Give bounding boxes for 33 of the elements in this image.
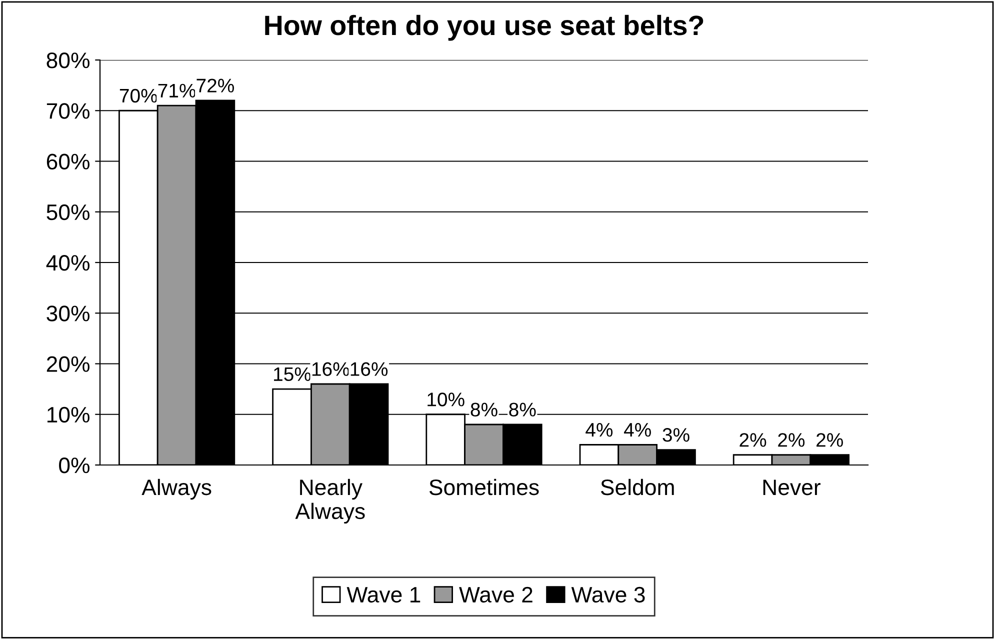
y-tick-label: 20%: [46, 356, 90, 372]
y-tick-label: 30%: [46, 306, 90, 322]
legend-label: Wave 2: [459, 586, 532, 603]
legend-label: Wave 3: [571, 586, 645, 603]
x-tick-label: Seldom: [600, 478, 674, 496]
data-label: 16%: [350, 362, 388, 376]
data-label: 4%: [586, 423, 613, 437]
data-label: 2%: [740, 433, 766, 447]
x-tick-label: Always: [142, 478, 212, 500]
data-label: 2%: [778, 433, 805, 447]
data-label: 15%: [274, 367, 311, 382]
y-tick-label: 80%: [46, 52, 90, 68]
data-label: 2%: [816, 433, 843, 447]
data-label: 3%: [662, 428, 690, 442]
y-tick-label: 60%: [46, 154, 90, 170]
data-label: 8%: [470, 402, 498, 416]
chart-title: How often do you use seat belts?: [265, 14, 704, 41]
data-label: 70%: [120, 88, 158, 103]
data-label: 4%: [624, 423, 651, 437]
data-label: 72%: [196, 78, 234, 92]
x-tick-label: Sometimes: [429, 478, 539, 496]
legend-label: Wave 1: [346, 587, 420, 603]
y-tick-label: 70%: [46, 103, 90, 119]
y-tick-label: 40%: [46, 255, 90, 271]
y-tick-label: 10%: [47, 406, 90, 423]
data-label: 71%: [158, 84, 196, 98]
y-tick-label: 0%: [59, 458, 90, 474]
data-label: 10%: [428, 392, 464, 406]
x-tick-label: Nearly Always: [295, 478, 365, 524]
data-label: 16%: [312, 362, 350, 376]
x-tick-label: Never: [763, 480, 820, 496]
y-tick-label: 50%: [46, 204, 90, 220]
data-label: 8%: [509, 402, 536, 416]
